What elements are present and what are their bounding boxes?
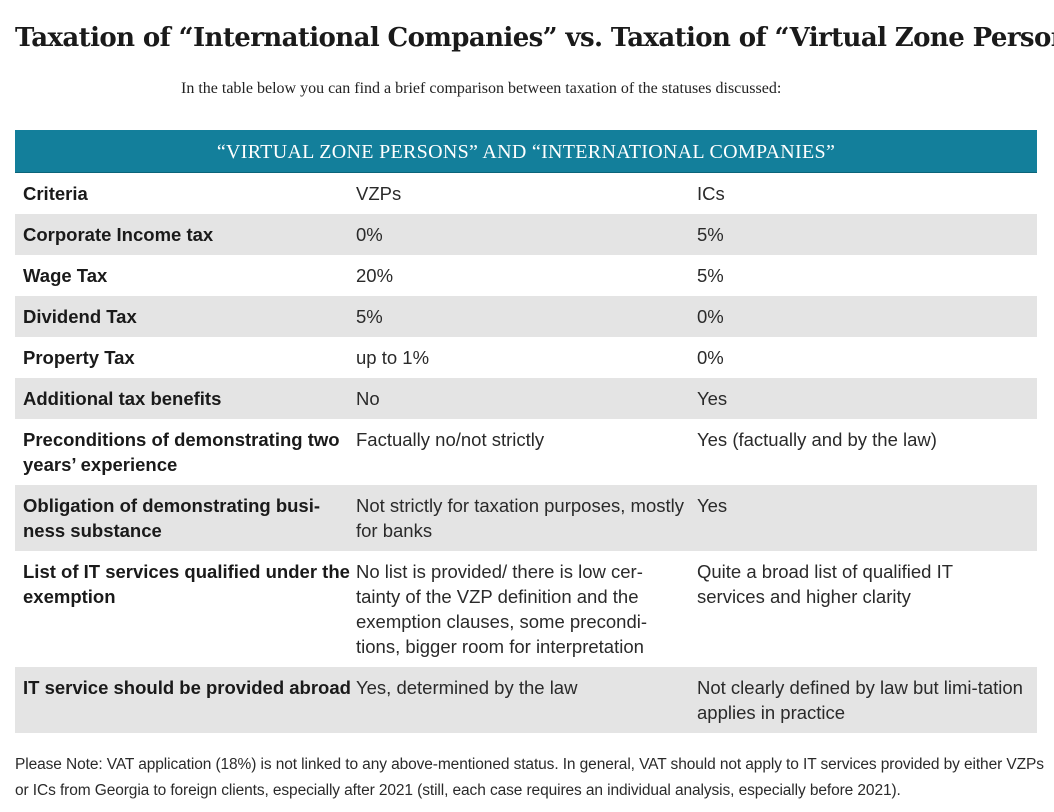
comparison-table: “VIRTUAL ZONE PERSONS” AND “INTERNATIONA… xyxy=(15,130,1037,733)
criteria-cell: IT service should be provided abroad xyxy=(23,677,351,698)
vzp-cell: Yes, determined by the law xyxy=(356,677,578,698)
table-row: IT service should be provided abroad Yes… xyxy=(15,667,1037,733)
page-title: Taxation of “International Companies” vs… xyxy=(15,23,1054,53)
criteria-column-header: Criteria xyxy=(23,183,88,204)
criteria-cell: List of IT services qualified under the … xyxy=(23,561,350,607)
vzp-cell: 0% xyxy=(356,224,383,245)
criteria-cell: Obligation of demonstrating busi-ness su… xyxy=(23,495,321,541)
vzp-cell: Not strictly for taxation purposes, most… xyxy=(356,495,684,541)
table-row: Dividend Tax 5% 0% xyxy=(15,296,1037,337)
criteria-cell: Corporate Income tax xyxy=(23,224,214,245)
ic-cell: 0% xyxy=(697,306,724,327)
table-row: List of IT services qualified under the … xyxy=(15,551,1037,667)
criteria-cell: Dividend Tax xyxy=(23,306,137,327)
vzp-cell: No list is provided/ there is low cer-ta… xyxy=(356,561,648,657)
vzp-cell: up to 1% xyxy=(356,347,430,368)
footnote: Please Note: VAT application (18%) is no… xyxy=(15,756,1044,799)
criteria-cell: Wage Tax xyxy=(23,265,108,286)
criteria-cell: Property Tax xyxy=(23,347,135,368)
ic-cell: Yes xyxy=(697,388,728,409)
criteria-cell: Preconditions of demonstrating two years… xyxy=(23,429,340,475)
table-row-column-headers: Criteria VZPs ICs xyxy=(15,173,1037,214)
table-row: Preconditions of demonstrating two years… xyxy=(15,419,1037,485)
table-row: Additional tax benefits No Yes xyxy=(15,378,1037,419)
table-row: Wage Tax 20% 5% xyxy=(15,255,1037,296)
intro-text: In the table below you can find a brief … xyxy=(181,80,782,97)
ic-cell: Yes (factually and by the law) xyxy=(697,429,937,450)
ic-cell: 5% xyxy=(697,224,724,245)
ic-column-header: ICs xyxy=(697,183,725,204)
vzp-column-header: VZPs xyxy=(356,183,402,204)
table-header: “VIRTUAL ZONE PERSONS” AND “INTERNATIONA… xyxy=(15,130,1037,173)
ic-cell: 5% xyxy=(697,265,724,286)
ic-cell: 0% xyxy=(697,347,724,368)
ic-cell: Not clearly defined by law but limi-tati… xyxy=(697,677,1023,723)
table-row: Corporate Income tax 0% 5% xyxy=(15,214,1037,255)
ic-cell: Yes xyxy=(697,495,728,516)
vzp-cell: 5% xyxy=(356,306,383,327)
vzp-cell: Factually no/not strictly xyxy=(356,429,545,450)
vzp-cell: No xyxy=(356,388,380,409)
vzp-cell: 20% xyxy=(356,265,394,286)
table-row: Obligation of demonstrating busi-ness su… xyxy=(15,485,1037,551)
table-row: Property Tax up to 1% 0% xyxy=(15,337,1037,378)
criteria-cell: Additional tax benefits xyxy=(23,388,222,409)
ic-cell: Quite a broad list of qualified IT servi… xyxy=(697,561,953,607)
